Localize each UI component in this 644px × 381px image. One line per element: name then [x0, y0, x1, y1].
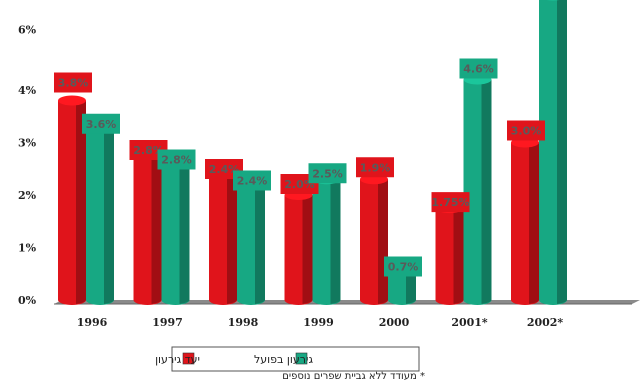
footnote: * מעודד ללא גביית שפרים נוספים [282, 371, 425, 381]
y-axis-ticks: 0% 1% 2% 3% 4% 6% [18, 24, 37, 307]
target-data-label: 1.75% [431, 196, 469, 209]
floor-plane [54, 300, 640, 304]
actual-label-box [384, 256, 422, 277]
y-tick-label: 0% [18, 294, 37, 307]
legend: יעד גירעון גירעון בפועל [155, 346, 420, 372]
target-bar-shade [453, 208, 464, 304]
target-bar-top [58, 95, 86, 106]
actual-bar-shade [406, 268, 416, 304]
x-axis-ticks: 1996 1997 1998 1999 2000 2001* 2002* [77, 316, 564, 329]
target-bar-shade [378, 179, 388, 304]
target-label-box [507, 120, 545, 141]
legend-frame [171, 346, 420, 372]
legend-swatch-target [182, 352, 195, 365]
actual-label-box [233, 170, 271, 191]
actual-data-label: 2.8% [161, 154, 192, 167]
y-tick-label: 3% [18, 137, 37, 150]
actual-bar-shade [557, 0, 567, 304]
actual-label-box [82, 113, 120, 134]
x-tick-label: 2000 [379, 316, 410, 329]
target-bar-shade [529, 142, 539, 304]
target-bar-shade [302, 195, 313, 304]
actual-bar-shade [481, 79, 492, 304]
actual-data-label: 2.4% [237, 175, 268, 188]
x-tick-label: 2001* [451, 316, 488, 329]
actual-data-label: 2.5% [312, 167, 343, 180]
x-tick-label: 1997 [152, 316, 183, 329]
actual-bar-top [546, 0, 560, 1]
actual-data-label: 3.6% [86, 118, 117, 131]
y-tick-label: 2% [18, 189, 37, 202]
target-bar-shade [76, 100, 86, 304]
legend-label-target: יעד גירעון [155, 353, 200, 366]
y-tick-label: 1% [18, 242, 37, 255]
legend-swatch-actual [295, 352, 308, 365]
actual-bar-shade [330, 179, 341, 304]
actual-data-label: 0.7% [388, 261, 419, 274]
actual-bar-shade [179, 163, 190, 304]
target-data-label: 1.9% [360, 161, 391, 174]
target-label-box [431, 192, 470, 213]
data-labels: 3.8% 2.8% 2.4% 2.0% 1.9% 1.75% 3.0% 3.6% 2.8% 2.4… [54, 58, 545, 277]
target-label-box [54, 72, 92, 93]
x-tick-label: 1996 [77, 316, 108, 329]
x-tick-label: 1999 [303, 316, 334, 329]
legend-label-actual: גירעון בפועל [254, 353, 313, 366]
x-tick-label: 2002* [527, 316, 564, 329]
target-bar-shade [151, 153, 162, 304]
actual-bar-shade [255, 184, 265, 304]
actual-data-label: 4.6% [463, 63, 494, 76]
target-data-label: 2.8% [133, 144, 164, 157]
target-data-label: 2.4% [209, 163, 240, 176]
y-tick-label: 4% [18, 84, 37, 97]
actual-bar-shade [104, 126, 114, 304]
actual-label-box [308, 163, 347, 184]
target-label-box [356, 157, 394, 178]
actual-label-box [459, 58, 498, 79]
target-data-label: 3.8% [58, 77, 89, 90]
y-tick-label: 6% [18, 24, 37, 37]
target-bar-shade [227, 174, 237, 304]
target-data-label: 2.0% [284, 178, 315, 191]
actual-label-box [157, 149, 196, 170]
target-data-label: 3.0% [511, 125, 542, 138]
x-tick-label: 1998 [228, 316, 259, 329]
